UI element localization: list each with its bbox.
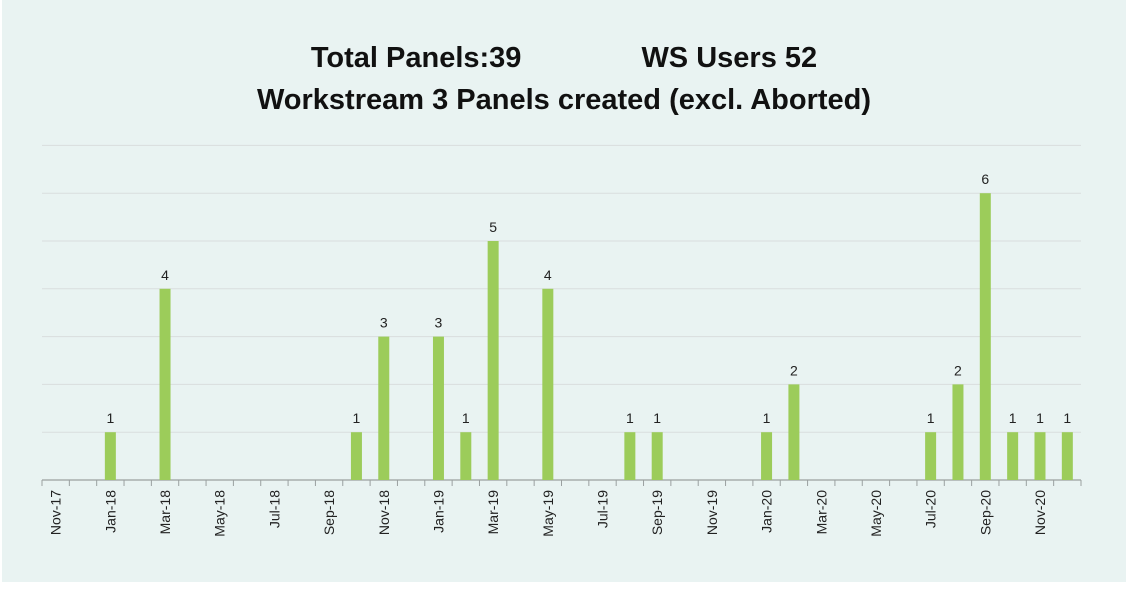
bar-Nov-18 bbox=[378, 336, 390, 480]
data-label-Oct-18: 1 bbox=[353, 410, 361, 426]
chart-subtitle: Workstream 3 Panels created (excl. Abort… bbox=[256, 84, 872, 116]
bar-Sep-20 bbox=[979, 193, 991, 480]
data-label-Jul-20: 1 bbox=[927, 410, 935, 426]
data-label-Jan-19: 3 bbox=[435, 315, 443, 331]
data-label-Mar-18: 4 bbox=[161, 267, 169, 283]
data-label-Feb-19: 1 bbox=[462, 410, 470, 426]
x-tick-label-Jul-19: Jul-19 bbox=[595, 490, 611, 528]
bar-Mar-19 bbox=[487, 241, 499, 480]
x-tick-label-Mar-18: Mar-18 bbox=[157, 490, 173, 535]
data-label-Aug-19: 1 bbox=[626, 410, 634, 426]
x-tick-label-Jul-20: Jul-20 bbox=[923, 490, 939, 528]
bar-Oct-18 bbox=[350, 432, 362, 480]
bar-Jan-18 bbox=[104, 432, 116, 480]
ws-users-label: WS Users 52 bbox=[641, 42, 818, 74]
bar-Jan-19 bbox=[432, 336, 444, 480]
x-tick-label-Mar-20: Mar-20 bbox=[813, 490, 829, 535]
data-label-Aug-20: 2 bbox=[954, 362, 962, 378]
bar-Aug-19 bbox=[624, 432, 636, 480]
x-tick-label-Nov-19: Nov-19 bbox=[704, 490, 720, 535]
x-tick-label-Jan-20: Jan-20 bbox=[759, 490, 775, 533]
data-label-May-19: 4 bbox=[544, 267, 552, 283]
bar-Dec-20 bbox=[1061, 432, 1073, 480]
bar-Oct-20 bbox=[1007, 432, 1019, 480]
x-tick-label-Sep-19: Sep-19 bbox=[649, 490, 665, 535]
x-tick-label-Nov-20: Nov-20 bbox=[1032, 490, 1048, 535]
data-label-Mar-19: 5 bbox=[489, 219, 497, 235]
bar-May-19 bbox=[542, 288, 554, 480]
data-label-Oct-20: 1 bbox=[1009, 410, 1017, 426]
data-label-Dec-20: 1 bbox=[1063, 410, 1071, 426]
bar-Aug-20 bbox=[952, 384, 964, 480]
x-tick-label-Jul-18: Jul-18 bbox=[266, 490, 282, 528]
total-panels-label: Total Panels:39 bbox=[310, 42, 522, 74]
data-label-Nov-20: 1 bbox=[1036, 410, 1044, 426]
data-label-Sep-19: 1 bbox=[653, 410, 661, 426]
x-tick-label-Mar-19: Mar-19 bbox=[485, 490, 501, 535]
bar-Sep-19 bbox=[651, 432, 663, 480]
data-label-Feb-20: 2 bbox=[790, 362, 798, 378]
x-tick-label-May-19: May-19 bbox=[540, 490, 556, 537]
bar-Jan-20 bbox=[761, 432, 773, 480]
data-label-Jan-18: 1 bbox=[106, 410, 114, 426]
x-tick-label-Nov-18: Nov-18 bbox=[376, 490, 392, 535]
bar-Nov-20 bbox=[1034, 432, 1046, 480]
data-label-Jan-20: 1 bbox=[763, 410, 771, 426]
x-tick-label-Sep-20: Sep-20 bbox=[977, 490, 993, 535]
x-tick-label-May-18: May-18 bbox=[212, 490, 228, 537]
bar-Feb-20 bbox=[788, 384, 800, 480]
data-label-Nov-18: 3 bbox=[380, 315, 388, 331]
x-tick-label-Nov-17: Nov-17 bbox=[48, 490, 64, 535]
bar-Mar-18 bbox=[159, 288, 171, 480]
x-tick-label-Jan-18: Jan-18 bbox=[102, 490, 118, 533]
x-tick-label-Jan-19: Jan-19 bbox=[430, 490, 446, 533]
chart-title-line-1: Total Panels:39 WS Users 52 bbox=[2, 42, 1126, 75]
bar-Jul-20 bbox=[925, 432, 937, 480]
x-tick-label-May-20: May-20 bbox=[868, 490, 884, 537]
x-tick-label-Sep-18: Sep-18 bbox=[321, 490, 337, 535]
bar-Feb-19 bbox=[460, 432, 472, 480]
data-label-Sep-20: 6 bbox=[981, 171, 989, 187]
